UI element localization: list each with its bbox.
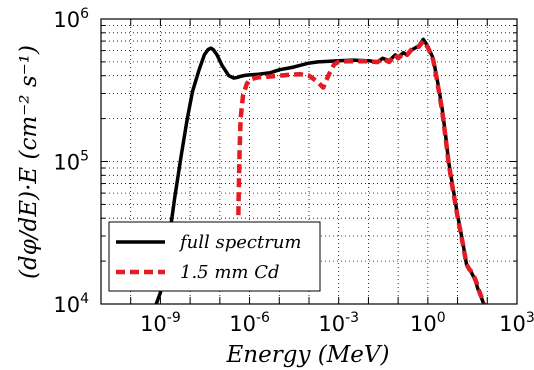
x-tick-label: 10-6 — [229, 310, 270, 336]
x-axis-label: Energy (MeV) — [226, 342, 390, 368]
legend: full spectrum 1.5 mm Cd — [108, 221, 321, 292]
legend-label-full-spectrum: full spectrum — [178, 232, 301, 253]
x-tick-label: 100 — [410, 310, 446, 336]
ticks — [100, 19, 518, 305]
series-line-cd — [236, 38, 487, 304]
x-tick-label: 10-9 — [140, 310, 181, 336]
x-tick-labels: 10-9 10-6 10-3 100 103 — [140, 310, 534, 336]
y-axis-label: (dφ/dE)·E (cm⁻² s⁻¹) — [16, 45, 42, 279]
x-tick-label: 103 — [499, 310, 534, 336]
y-tick-label: 106 — [53, 6, 89, 32]
x-tick-label: 10-3 — [318, 310, 359, 336]
legend-label-cd: 1.5 mm Cd — [180, 262, 280, 283]
series-lines — [154, 37, 487, 304]
y-tick-label: 104 — [53, 291, 89, 317]
y-tick-label: 105 — [53, 149, 89, 175]
legend-box — [108, 221, 321, 292]
plot-frame — [100, 18, 518, 305]
y-tick-labels: 104 105 106 — [53, 6, 89, 317]
